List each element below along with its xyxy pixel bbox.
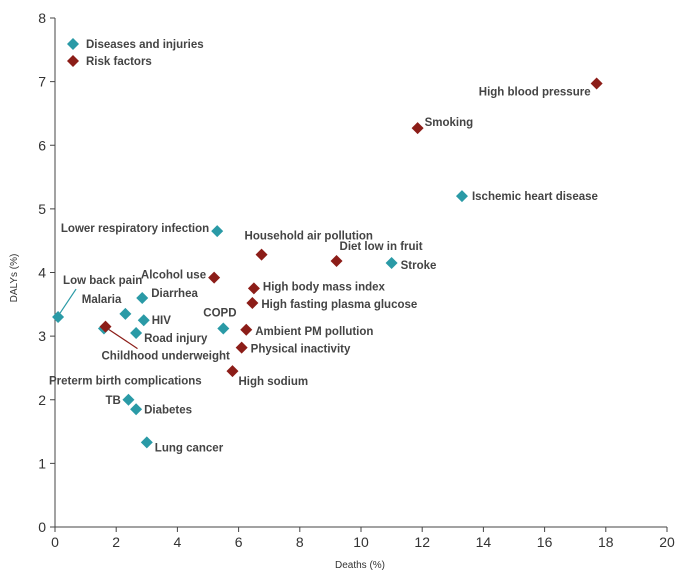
label-household-air-pollution: Household air pollution <box>245 231 373 243</box>
legend-label-diseases-and-injuries: Diseases and injuries <box>86 39 204 51</box>
point-road-injury <box>130 326 143 339</box>
label-childhood-underweight: Childhood underweight <box>101 351 230 363</box>
x-tick-label: 16 <box>537 534 553 550</box>
y-tick-label: 8 <box>38 10 46 26</box>
connector-childhood-underweight <box>107 328 138 350</box>
y-tick-label: 0 <box>38 519 46 535</box>
point-high-fasting-plasma-glucose <box>246 297 259 310</box>
label-stroke: Stroke <box>401 260 437 272</box>
point-lung-cancer <box>140 436 153 449</box>
connector-low-back-pain <box>59 288 77 314</box>
label-copd: COPD <box>203 307 236 319</box>
label-high-fasting-plasma-glucose: High fasting plasma glucose <box>261 299 417 311</box>
label-diet-low-in-fruit: Diet low in fruit <box>340 241 423 253</box>
point-high-body-mass-index <box>247 282 260 295</box>
label-diabetes: Diabetes <box>144 404 192 416</box>
point-ambient-pm-pollution <box>240 323 253 336</box>
point-high-blood-pressure <box>590 77 603 90</box>
label-malaria: Malaria <box>82 294 122 306</box>
label-ambient-pm-pollution: Ambient PM pollution <box>255 326 373 338</box>
x-tick-label: 2 <box>112 534 120 550</box>
y-tick-label: 7 <box>38 74 46 90</box>
x-tick-label: 0 <box>51 534 59 550</box>
label-low-back-pain: Low back pain <box>63 275 142 287</box>
x-tick-label: 20 <box>659 534 675 550</box>
point-alcohol-use <box>208 271 221 284</box>
point-high-sodium <box>226 365 239 378</box>
label-high-sodium: High sodium <box>238 376 308 388</box>
x-tick-label: 10 <box>353 534 369 550</box>
point-diabetes <box>130 403 143 416</box>
label-high-blood-pressure: High blood pressure <box>479 87 591 99</box>
y-tick-label: 5 <box>38 201 46 217</box>
y-axis-title: DALYs (%) <box>9 254 20 303</box>
label-ischemic-heart-disease: Ischemic heart disease <box>472 191 598 203</box>
legend-marker-risk-factors <box>67 55 79 67</box>
y-tick-label: 3 <box>38 328 46 344</box>
point-diarrhea <box>136 291 149 304</box>
legend-label-risk-factors: Risk factors <box>86 56 152 68</box>
point-stroke <box>385 256 398 269</box>
point-copd <box>217 322 230 335</box>
point-diet-low-in-fruit <box>330 255 343 268</box>
x-axis-title: Deaths (%) <box>335 560 385 571</box>
y-tick-label: 4 <box>38 265 46 281</box>
data-points <box>52 77 603 449</box>
x-tick-label: 12 <box>414 534 430 550</box>
point-childhood-underweight <box>99 320 112 333</box>
point-lower-respiratory-infection <box>211 225 224 238</box>
point-low-back-pain <box>52 311 65 324</box>
label-connectors <box>59 288 138 350</box>
label-road-injury: Road injury <box>144 333 208 345</box>
x-tick-label: 4 <box>174 534 182 550</box>
x-tick-label: 18 <box>598 534 614 550</box>
label-hiv: HIV <box>152 315 172 327</box>
point-physical-inactivity <box>235 341 248 354</box>
legend: Diseases and injuries Risk factors <box>67 38 204 68</box>
point-malaria <box>119 307 132 320</box>
x-tick-label: 8 <box>296 534 304 550</box>
label-lower-respiratory-infection: Lower respiratory infection <box>61 223 209 235</box>
y-tick-label: 6 <box>38 137 46 153</box>
label-physical-inactivity: Physical inactivity <box>251 344 351 356</box>
label-alcohol-use: Alcohol use <box>141 270 206 282</box>
label-smoking: Smoking <box>425 117 474 129</box>
data-labels: Ischemic heart disease Stroke Lower respir… <box>49 87 598 455</box>
label-preterm-birth-complications: Preterm birth complications <box>49 375 202 387</box>
x-tick-label: 14 <box>476 534 492 550</box>
label-diarrhea: Diarrhea <box>151 288 198 300</box>
point-hiv <box>137 314 150 327</box>
label-lung-cancer: Lung cancer <box>155 442 224 454</box>
label-high-body-mass-index: High body mass index <box>263 281 386 293</box>
label-tb: TB <box>105 395 120 407</box>
x-tick-label: 6 <box>235 534 243 550</box>
point-household-air-pollution <box>255 248 268 261</box>
y-tick-label: 1 <box>38 455 46 471</box>
point-ischemic-heart-disease <box>455 190 468 203</box>
legend-marker-diseases-and-injuries <box>67 38 79 50</box>
y-tick-label: 2 <box>38 392 46 408</box>
point-tb <box>122 393 135 406</box>
point-smoking <box>411 122 424 135</box>
